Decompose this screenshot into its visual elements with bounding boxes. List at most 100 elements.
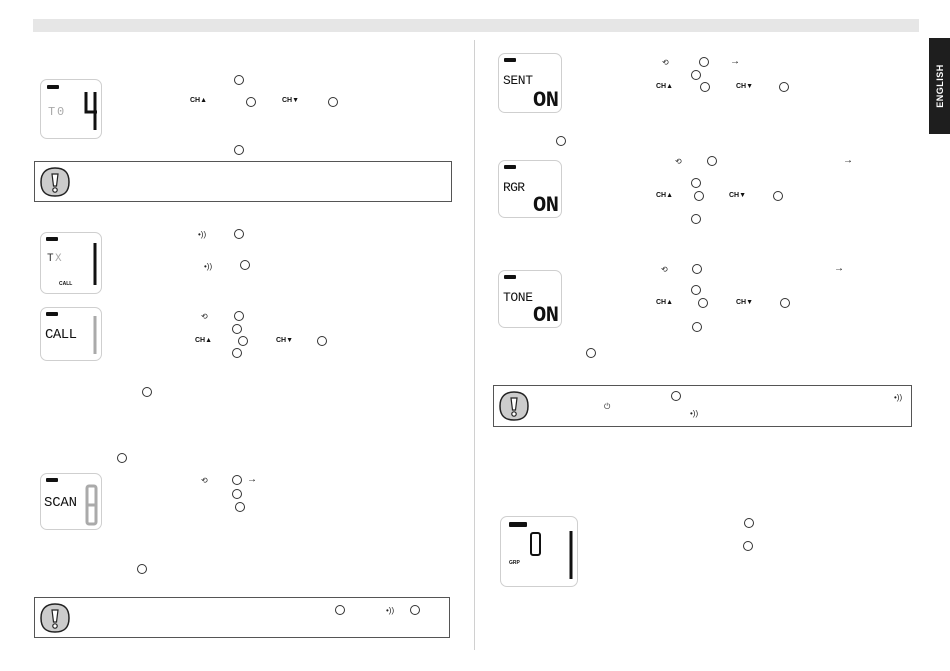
svg-text:ON: ON — [533, 88, 559, 112]
column-divider — [474, 40, 475, 650]
svg-text:ON: ON — [533, 193, 559, 217]
button-ref-circle — [240, 260, 250, 270]
lcd-display-rgr: RGR ON — [498, 160, 562, 218]
right-arrow-icon: → — [730, 56, 740, 67]
lcd-scan-segments: SCAN — [44, 478, 98, 526]
lcd-sent-segments: SENT ON — [503, 58, 559, 112]
exclamation-warning-icon — [40, 602, 70, 633]
lcd-display-grp: GRP — [500, 516, 578, 587]
button-ref-circle — [137, 564, 147, 574]
monitor-key-icon: •)) — [204, 262, 213, 271]
warning-note-2: •)) — [34, 597, 450, 638]
button-ref-circle — [234, 311, 244, 321]
monitor-key-icon: •)) — [386, 606, 395, 615]
lcd-display-call: CALL — [40, 307, 102, 361]
svg-text:CALL: CALL — [45, 327, 77, 343]
lcd-grp-sub: GRP — [509, 560, 520, 566]
button-ref-circle — [586, 348, 596, 358]
lcd-display-scan: SCAN — [40, 473, 102, 530]
button-ref-circle — [410, 605, 420, 615]
menu-key-icon: ⟲ — [661, 265, 668, 274]
ch-down-label: CH▼ — [729, 192, 747, 199]
button-ref-circle — [142, 387, 152, 397]
button-ref-circle — [691, 70, 701, 80]
button-ref-circle — [691, 285, 701, 295]
lcd-display-tone: TONE ON — [498, 270, 562, 328]
button-ref-circle — [232, 475, 242, 485]
button-ref-circle — [779, 82, 789, 92]
svg-text:T: T — [48, 105, 55, 119]
lcd-rgr-segments: RGR ON — [503, 165, 559, 217]
power-icon: ⏻ — [604, 402, 611, 411]
lcd-display-sent: SENT ON — [498, 53, 562, 113]
ch-up-label: CH▲ — [656, 192, 674, 199]
lcd-tone-segments: TONE ON — [503, 275, 559, 327]
lcd-to-segments: T 0 — [47, 85, 97, 130]
button-ref-circle — [691, 214, 701, 224]
menu-key-icon: ⟲ — [662, 58, 669, 67]
lcd-tx-segments: T X — [46, 237, 97, 285]
button-ref-circle — [743, 541, 753, 551]
ch-up-label: CH▲ — [656, 299, 674, 306]
language-tab-label: ENGLISH — [934, 64, 945, 108]
button-ref-circle — [691, 178, 701, 188]
right-arrow-icon: → — [834, 263, 844, 274]
ch-up-label: CH▲ — [195, 337, 213, 344]
monitor-key-icon: •)) — [894, 393, 903, 402]
button-ref-circle — [335, 605, 345, 615]
button-ref-circle — [232, 324, 242, 334]
button-ref-circle — [692, 322, 702, 332]
button-ref-circle — [671, 391, 681, 401]
exclamation-warning-icon — [499, 391, 529, 421]
button-ref-circle — [699, 57, 709, 67]
button-ref-circle — [694, 191, 704, 201]
button-ref-circle — [232, 489, 242, 499]
svg-text:SENT: SENT — [503, 73, 533, 88]
monitor-key-icon: •)) — [690, 409, 699, 418]
header-bar — [33, 19, 919, 32]
right-arrow-icon: → — [247, 474, 257, 485]
button-ref-circle — [700, 82, 710, 92]
svg-text:T: T — [47, 253, 54, 265]
button-ref-circle — [692, 264, 702, 274]
button-ref-circle — [780, 298, 790, 308]
svg-text:X: X — [55, 253, 62, 265]
svg-text:SCAN: SCAN — [44, 495, 77, 511]
svg-text:ON: ON — [533, 303, 559, 327]
menu-key-icon: ⟲ — [201, 476, 208, 485]
button-ref-circle — [234, 145, 244, 155]
language-tab: ENGLISH — [929, 38, 950, 134]
ch-down-label: CH▼ — [736, 299, 754, 306]
button-ref-circle — [232, 348, 242, 358]
warning-note-3: •)) ⏻ •)) — [493, 385, 912, 427]
lcd-grp-segments — [509, 522, 573, 579]
warning-note-1 — [34, 161, 452, 202]
lcd-tx-sub: CALL — [59, 281, 73, 287]
ch-down-label: CH▼ — [276, 337, 294, 344]
button-ref-circle — [328, 97, 338, 107]
lcd-call-segments: CALL — [45, 312, 97, 354]
ch-down-label: CH▼ — [736, 83, 754, 90]
button-ref-circle — [234, 75, 244, 85]
right-arrow-icon: → — [843, 155, 853, 166]
button-ref-circle — [317, 336, 327, 346]
monitor-key-icon: •)) — [198, 230, 207, 239]
button-ref-circle — [246, 97, 256, 107]
menu-key-icon: ⟲ — [675, 157, 682, 166]
button-ref-circle — [744, 518, 754, 528]
button-ref-circle — [238, 336, 248, 346]
ch-up-label: CH▲ — [656, 83, 674, 90]
lcd-display-tx: T X CALL — [40, 232, 102, 294]
button-ref-circle — [773, 191, 783, 201]
menu-key-icon: ⟲ — [201, 312, 208, 321]
button-ref-circle — [235, 502, 245, 512]
svg-text:RGR: RGR — [503, 180, 525, 195]
ch-up-label: CH▲ — [190, 97, 208, 104]
button-ref-circle — [698, 298, 708, 308]
button-ref-circle — [117, 453, 127, 463]
ch-down-label: CH▼ — [282, 97, 300, 104]
exclamation-warning-icon — [40, 166, 70, 197]
button-ref-circle — [234, 229, 244, 239]
button-ref-circle — [707, 156, 717, 166]
button-ref-circle — [556, 136, 566, 146]
